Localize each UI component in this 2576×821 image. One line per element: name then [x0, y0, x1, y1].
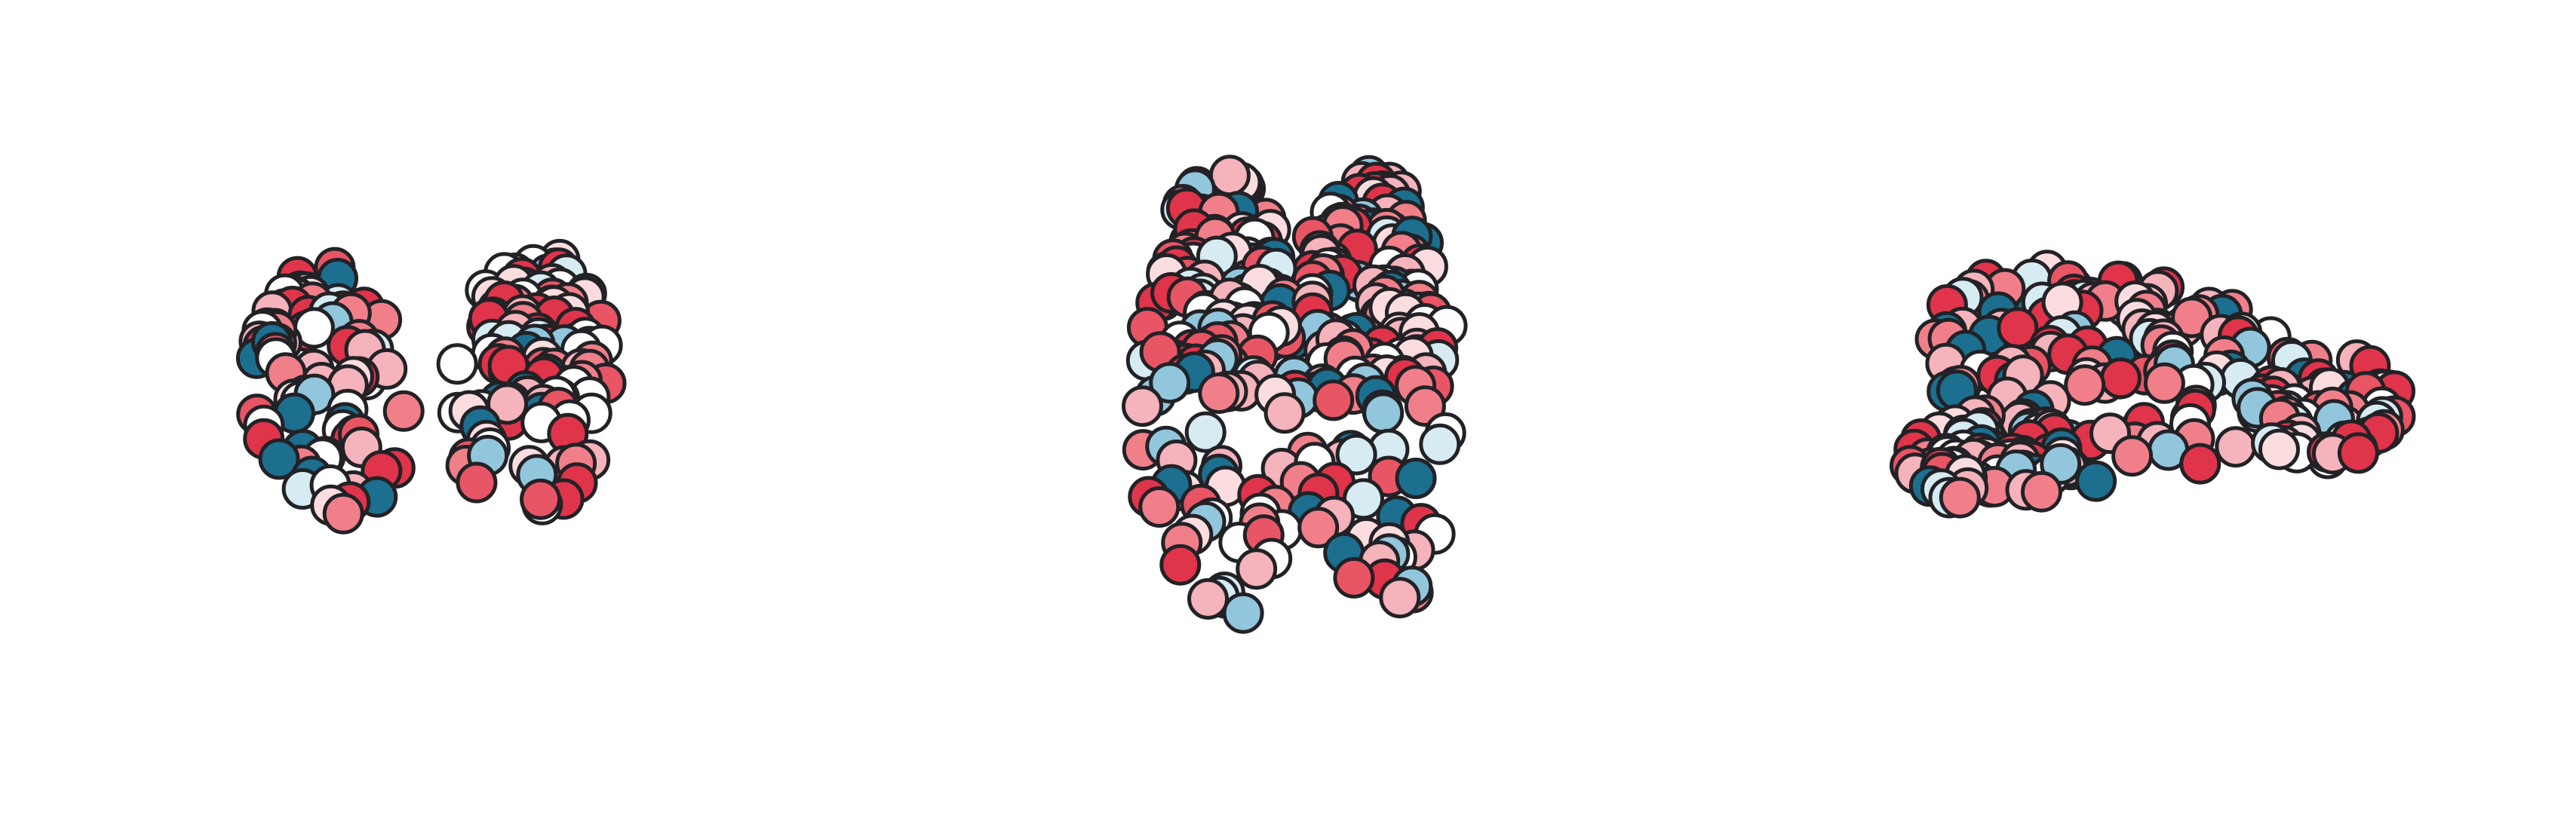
node: [1313, 379, 1355, 421]
node: [2075, 460, 2117, 502]
node: [1333, 556, 1375, 599]
node: [1297, 507, 1340, 549]
node: [322, 492, 364, 535]
node: [1159, 544, 1202, 586]
node: [2143, 362, 2185, 404]
axial-view: [1122, 155, 1468, 634]
node: [456, 461, 498, 504]
node: [1138, 486, 1181, 528]
node: [1362, 392, 1405, 434]
node: [382, 390, 425, 432]
node: [520, 478, 561, 520]
node: [1208, 155, 1251, 197]
node: [1222, 592, 1264, 634]
node: [2337, 432, 2379, 474]
node: [1379, 577, 1421, 619]
node: [2215, 426, 2257, 468]
node: [1184, 411, 1227, 453]
node: [1419, 423, 1461, 465]
node: [1122, 385, 1163, 427]
node: [258, 438, 300, 480]
node: [2021, 470, 2062, 513]
sagittal-view: [1890, 250, 2416, 519]
node: [2099, 357, 2142, 400]
node: [2258, 428, 2300, 470]
node: [2064, 364, 2106, 406]
node: [1335, 433, 1377, 476]
node: [1198, 372, 1240, 415]
node: [1149, 362, 1191, 404]
node: [1187, 577, 1229, 620]
node: [436, 343, 478, 385]
node: [1395, 458, 1437, 499]
node: [2111, 435, 2154, 477]
node: [2179, 443, 2221, 485]
node: [1263, 392, 1306, 434]
node: [1236, 548, 1278, 590]
node: [487, 383, 528, 425]
node: [1939, 476, 1981, 519]
coronal-view: [235, 238, 627, 535]
